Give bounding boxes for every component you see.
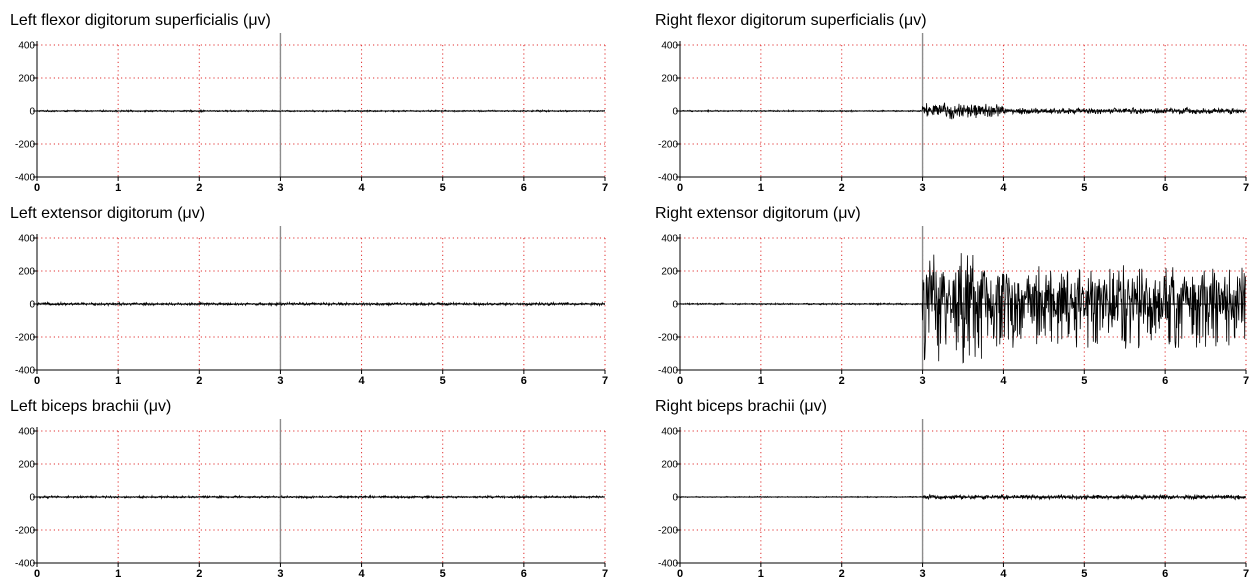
x-tick-label: 2 bbox=[839, 568, 845, 580]
x-tick-label: 1 bbox=[115, 182, 121, 194]
chart-left-extensor: Left extensor digitorum (μv) 400 200 0 -200… bbox=[10, 205, 608, 387]
x-tick-label: 4 bbox=[1000, 568, 1007, 580]
x-tick-label: 4 bbox=[359, 182, 366, 194]
emg-trace bbox=[36, 300, 605, 307]
emg-trace bbox=[679, 102, 1246, 120]
x-tick-label: 2 bbox=[196, 568, 202, 580]
x-tick-label: 6 bbox=[1162, 182, 1168, 194]
x-tick-label: 0 bbox=[34, 375, 40, 387]
x-tick-label: 5 bbox=[440, 568, 446, 580]
x-tick-label: 1 bbox=[758, 568, 764, 580]
y-tick-label: -400 bbox=[658, 559, 678, 570]
x-tick-label: 1 bbox=[115, 375, 121, 387]
emg-trace bbox=[679, 253, 1246, 364]
y-tick-label: -200 bbox=[658, 526, 678, 537]
x-tick-label: 5 bbox=[1081, 375, 1087, 387]
y-tick-label: -200 bbox=[15, 333, 35, 344]
x-tick-label: 3 bbox=[920, 182, 926, 194]
y-tick-label: 200 bbox=[661, 460, 678, 471]
x-tick-label: 4 bbox=[1000, 375, 1007, 387]
chart-title: Right flexor digitorum superficialis (μv… bbox=[655, 12, 927, 29]
y-tick-label: -200 bbox=[658, 140, 678, 151]
y-tick-label: -400 bbox=[658, 366, 678, 377]
y-tick-label: 400 bbox=[661, 427, 678, 438]
y-tick-label: 200 bbox=[661, 267, 678, 278]
chart-right-extensor: Right extensor digitorum (μv) 400 200 0 -20… bbox=[655, 205, 1249, 387]
y-tick-label: 0 bbox=[672, 493, 678, 504]
x-tick-label: 7 bbox=[602, 568, 608, 580]
x-tick-label: 6 bbox=[1162, 568, 1168, 580]
y-tick-label: -400 bbox=[15, 366, 35, 377]
x-tick-label: 4 bbox=[1000, 182, 1007, 194]
x-tick-label: 5 bbox=[1081, 182, 1087, 194]
x-tick-label: 0 bbox=[34, 568, 40, 580]
x-tick-label: 2 bbox=[839, 375, 845, 387]
y-tick-label: 400 bbox=[18, 427, 35, 438]
y-tick-label: -200 bbox=[658, 333, 678, 344]
y-tick-label: -200 bbox=[15, 140, 35, 151]
y-tick-label: 200 bbox=[18, 267, 35, 278]
x-tick-label: 2 bbox=[196, 375, 202, 387]
x-tick-label: 1 bbox=[115, 568, 121, 580]
x-tick-label: 5 bbox=[440, 182, 446, 194]
x-tick-label: 7 bbox=[1243, 375, 1249, 387]
chart-title: Left extensor digitorum (μv) bbox=[10, 205, 205, 222]
x-tick-label: 1 bbox=[758, 182, 764, 194]
chart-title: Right extensor digitorum (μv) bbox=[655, 205, 861, 222]
y-tick-label: 0 bbox=[29, 107, 35, 118]
chart-left-flexor: Left flexor digitorum superficialis (μv)… bbox=[10, 12, 608, 194]
y-tick-label: 200 bbox=[661, 74, 678, 85]
x-tick-label: 7 bbox=[602, 182, 608, 194]
y-tick-label: 0 bbox=[672, 300, 678, 311]
x-tick-label: 6 bbox=[521, 182, 527, 194]
x-tick-label: 5 bbox=[440, 375, 446, 387]
x-tick-label: 0 bbox=[677, 568, 683, 580]
y-tick-label: -400 bbox=[658, 173, 678, 184]
x-tick-label: 0 bbox=[677, 182, 683, 194]
x-tick-label: 7 bbox=[602, 375, 608, 387]
y-tick-label: 0 bbox=[29, 493, 35, 504]
x-tick-label: 2 bbox=[839, 182, 845, 194]
y-tick-label: -200 bbox=[15, 526, 35, 537]
y-tick-label: -400 bbox=[15, 173, 35, 184]
x-tick-label: 6 bbox=[521, 375, 527, 387]
y-tick-label: 400 bbox=[661, 234, 678, 245]
x-tick-label: 3 bbox=[277, 568, 283, 580]
x-tick-label: 3 bbox=[277, 375, 283, 387]
y-tick-label: 0 bbox=[29, 300, 35, 311]
y-tick-label: 400 bbox=[661, 41, 678, 52]
x-tick-label: 4 bbox=[359, 375, 366, 387]
y-tick-label: 200 bbox=[18, 74, 35, 85]
x-tick-label: 3 bbox=[920, 375, 926, 387]
emg-trace bbox=[679, 493, 1246, 501]
emg-trace bbox=[36, 108, 605, 114]
x-tick-label: 7 bbox=[1243, 182, 1249, 194]
chart-title: Left flexor digitorum superficialis (μv) bbox=[10, 12, 271, 29]
y-tick-label: -400 bbox=[15, 559, 35, 570]
x-tick-label: 0 bbox=[677, 375, 683, 387]
chart-title: Left biceps brachii (μv) bbox=[10, 398, 171, 415]
emg-trace bbox=[36, 494, 605, 500]
x-tick-label: 7 bbox=[1243, 568, 1249, 580]
x-tick-label: 3 bbox=[920, 568, 926, 580]
x-tick-label: 2 bbox=[196, 182, 202, 194]
x-tick-label: 0 bbox=[34, 182, 40, 194]
x-tick-label: 6 bbox=[1162, 375, 1168, 387]
x-tick-label: 5 bbox=[1081, 568, 1087, 580]
chart-right-flexor: Right flexor digitorum superficialis (μv… bbox=[655, 12, 1249, 194]
x-tick-label: 6 bbox=[521, 568, 527, 580]
chart-title: Right biceps brachii (μv) bbox=[655, 398, 827, 415]
x-tick-label: 1 bbox=[758, 375, 764, 387]
y-tick-label: 400 bbox=[18, 234, 35, 245]
y-tick-label: 400 bbox=[18, 41, 35, 52]
y-tick-label: 200 bbox=[18, 460, 35, 471]
chart-right-biceps: Right biceps brachii (μv) 400 200 0 -200 -40… bbox=[655, 398, 1249, 580]
chart-left-biceps: Left biceps brachii (μv) 400 200 0 -200 -400… bbox=[10, 398, 608, 580]
x-tick-label: 4 bbox=[359, 568, 366, 580]
y-tick-label: 0 bbox=[672, 107, 678, 118]
x-tick-label: 3 bbox=[277, 182, 283, 194]
